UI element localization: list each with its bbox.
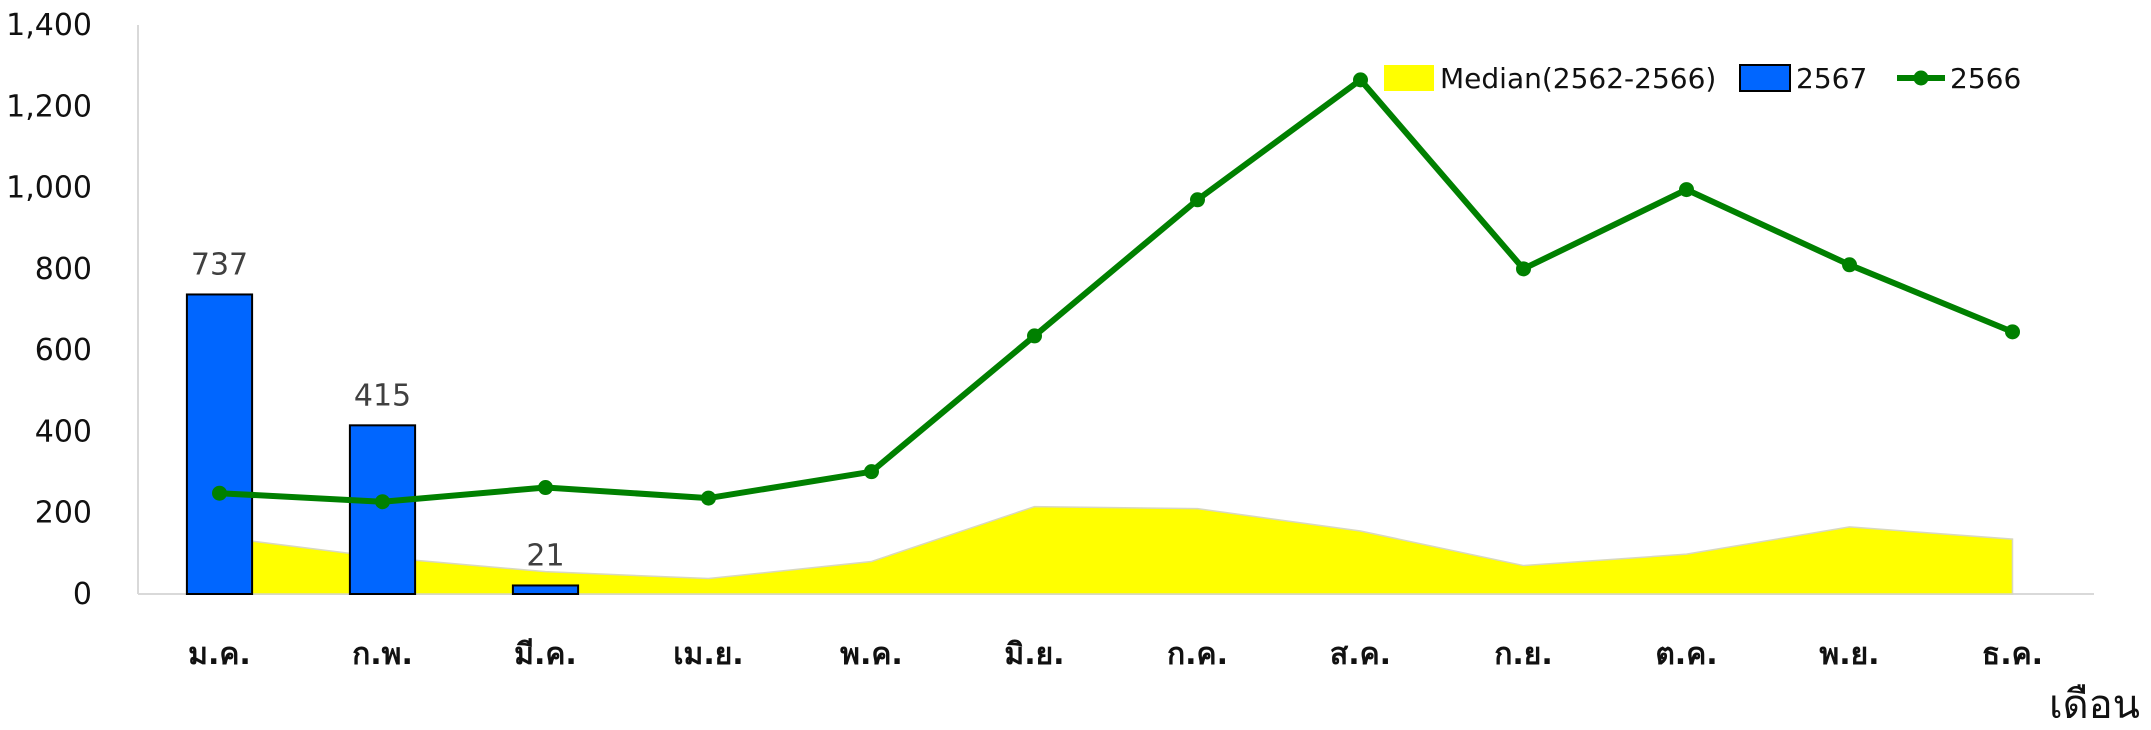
y-tick-label: 1,400 [6, 8, 92, 43]
x-tick-label: ก.ค. [1167, 637, 1228, 672]
x-tick-label: ต.ค. [1655, 637, 1717, 672]
bar-data-label: 737 [191, 247, 248, 282]
line-2566-point [864, 464, 879, 480]
line-2566-point [1516, 261, 1531, 277]
line-2566-group [212, 72, 2020, 510]
x-tick-label: มี.ค. [514, 637, 577, 672]
line-2566-point [1679, 182, 1694, 198]
line-2566-point [375, 494, 390, 510]
x-tick-label: มิ.ย. [1004, 637, 1064, 672]
x-tick-label: พ.ย. [1819, 637, 1879, 672]
median-area [218, 505, 2014, 595]
line-2566-point [701, 490, 716, 506]
legend-label-median: Median(2562-2566) [1440, 62, 1716, 95]
x-tick-label: ธ.ค. [1982, 637, 2043, 672]
y-tick-label: 400 [35, 414, 92, 449]
y-tick-label: 800 [35, 252, 92, 287]
legend-swatch-median [1384, 65, 1434, 91]
line-2566-point [1027, 328, 1042, 344]
x-tick-label: พ.ค. [840, 637, 903, 672]
bar-2567 [185, 293, 254, 595]
legend-swatch-2566-marker [1913, 70, 1929, 86]
bar-2567 [348, 424, 417, 596]
bars-2567-group: 737 415 21 [185, 247, 580, 596]
legend-label-2567: 2567 [1796, 62, 1867, 95]
x-tick-label: เม.ย. [673, 637, 743, 672]
bar-data-label: 21 [526, 538, 564, 573]
bar-data-label: 415 [354, 378, 411, 413]
x-tick-label: ส.ค. [1330, 637, 1391, 672]
line-2566-point [212, 485, 227, 501]
tick-labels-group: 0 200 400 600 800 1,000 1,200 1,400 ม.ค. ก.พ. มี.ค… [6, 8, 2140, 728]
line-2566-point [1353, 72, 1368, 88]
bar-2567 [511, 584, 580, 596]
y-tick-label: 1,200 [6, 89, 92, 124]
legend: Median(2562-2566) 2567 2566 [1384, 62, 2021, 95]
median-area-group [218, 505, 2014, 595]
x-tick-label: ก.พ. [352, 637, 413, 672]
line-2566-point [1190, 192, 1205, 208]
line-2566-point [2005, 324, 2020, 340]
x-tick-label: ก.ย. [1494, 637, 1553, 672]
y-tick-label: 200 [35, 496, 92, 531]
line-2566-point [1842, 257, 1857, 273]
line-2566 [219, 76, 2014, 505]
legend-swatch-2567 [1739, 64, 1791, 92]
x-axis-title: เดือน [2049, 682, 2140, 726]
y-tick-label: 0 [73, 577, 92, 612]
y-tick-label: 1,000 [6, 171, 92, 206]
y-tick-label: 600 [35, 333, 92, 368]
legend-label-2566: 2566 [1950, 62, 2021, 95]
line-2566-point [538, 480, 553, 496]
x-tick-label: ม.ค. [188, 637, 251, 672]
